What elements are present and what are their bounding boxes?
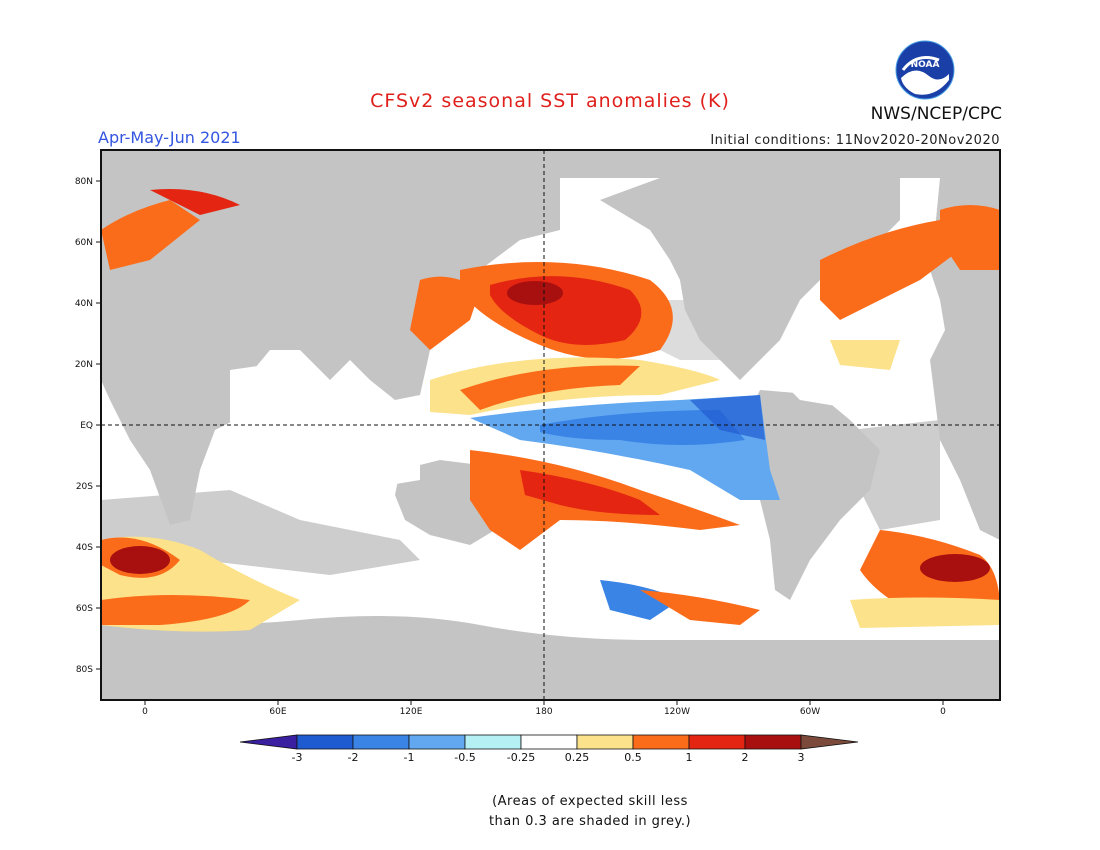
colorbar-swatch bbox=[688, 734, 746, 750]
lon-label: 0 bbox=[142, 707, 148, 717]
colorbar-max-arrow bbox=[800, 734, 859, 750]
lat-label: 20S bbox=[76, 482, 93, 492]
colorbar-tick-label: -0.25 bbox=[507, 751, 535, 764]
lon-label: 60W bbox=[800, 707, 820, 717]
arctic-land bbox=[101, 150, 1000, 178]
eurasia-africa-land bbox=[101, 178, 560, 525]
colorbar-swatch bbox=[408, 734, 466, 750]
colorbar-min-arrow bbox=[239, 734, 298, 750]
colorbar-swatch bbox=[576, 734, 634, 750]
lon-label: 60E bbox=[269, 707, 286, 717]
colorbar-swatch bbox=[352, 734, 410, 750]
skill-note-line: than 0.3 are shaded in grey.) bbox=[488, 814, 692, 829]
colorbar-tick-label: -0.5 bbox=[454, 751, 475, 764]
lon-label: 180 bbox=[535, 707, 552, 717]
colorbar-swatch bbox=[744, 734, 802, 750]
colorbar-swatch bbox=[520, 734, 578, 750]
colorbar-tick-label: 0.5 bbox=[624, 751, 642, 764]
map-title: CFSv2 seasonal SST anomalies (K) bbox=[370, 90, 730, 112]
lon-label: 120E bbox=[400, 707, 423, 717]
skill-note: (Areas of expected skill less than 0.3 a… bbox=[440, 792, 740, 832]
colorbar-tick-label: 3 bbox=[798, 751, 805, 764]
southern-pacific-cold-anomaly bbox=[600, 580, 680, 620]
lon-label: 120W bbox=[664, 707, 690, 717]
lat-label: 60S bbox=[76, 604, 93, 614]
lat-label: EQ bbox=[80, 421, 93, 431]
lon-label: 0 bbox=[940, 707, 946, 717]
colorbar-tick-label: 1 bbox=[686, 751, 693, 764]
colorbar-tick-label: 0.25 bbox=[565, 751, 590, 764]
colorbar-tick-label: -3 bbox=[292, 751, 303, 764]
colorbar-tick-label: -1 bbox=[404, 751, 415, 764]
skill-note-line: (Areas of expected skill less bbox=[492, 794, 688, 809]
lat-label: 60N bbox=[75, 238, 93, 248]
lat-label: 40N bbox=[75, 299, 93, 309]
colorbar-swatch bbox=[464, 734, 522, 750]
lat-label: 20N bbox=[75, 360, 93, 370]
antarctica-land bbox=[101, 640, 1000, 700]
colorbar: -3 -2 -1 -0.5 -0.25 0.25 0.5 1 2 3 bbox=[239, 734, 859, 764]
lat-label: 40S bbox=[76, 543, 93, 553]
noaa-logo: NOAA bbox=[895, 40, 955, 100]
lat-label: 80S bbox=[76, 665, 93, 675]
organization-label: NWS/NCEP/CPC bbox=[870, 104, 1002, 124]
colorbar-tick-label: -2 bbox=[348, 751, 359, 764]
initial-conditions: Initial conditions: 11Nov2020-20Nov2020 bbox=[710, 133, 1000, 148]
lat-label: 80N bbox=[75, 177, 93, 187]
colorbar-tick-label: 2 bbox=[742, 751, 749, 764]
south-america-land bbox=[745, 390, 880, 600]
north-america-land bbox=[600, 178, 900, 380]
forecast-period: Apr-May-Jun 2021 bbox=[98, 128, 241, 147]
noaa-logo-text: NOAA bbox=[911, 60, 940, 70]
north-atlantic-warm-anomaly bbox=[820, 220, 960, 320]
colorbar-swatch bbox=[296, 734, 354, 750]
colorbar-swatch bbox=[632, 734, 690, 750]
